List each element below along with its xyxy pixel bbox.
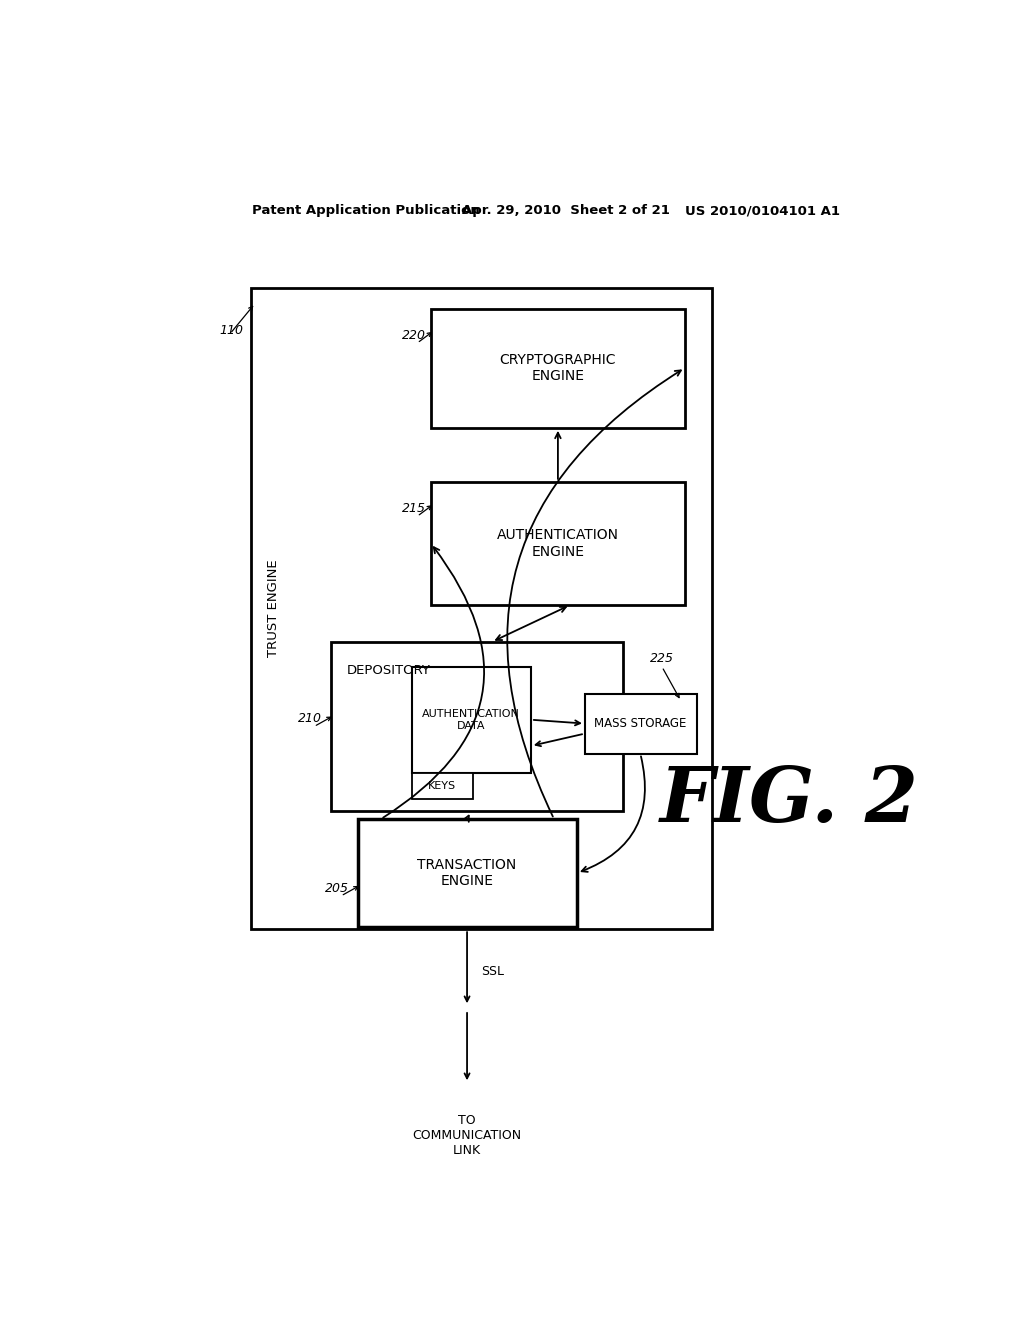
Text: 215: 215 xyxy=(401,502,426,515)
Text: 205: 205 xyxy=(326,882,349,895)
Bar xyxy=(331,642,624,812)
Text: 220: 220 xyxy=(401,329,426,342)
Text: Apr. 29, 2010  Sheet 2 of 21: Apr. 29, 2010 Sheet 2 of 21 xyxy=(462,205,670,218)
Bar xyxy=(431,309,685,428)
Text: FIG. 2: FIG. 2 xyxy=(659,764,919,838)
Text: TRUST ENGINE: TRUST ENGINE xyxy=(266,560,280,657)
Text: 210: 210 xyxy=(298,713,323,726)
Bar xyxy=(252,288,712,929)
Text: KEYS: KEYS xyxy=(428,781,457,791)
Text: Patent Application Publication: Patent Application Publication xyxy=(252,205,480,218)
Text: AUTHENTICATION
ENGINE: AUTHENTICATION ENGINE xyxy=(497,528,618,558)
Text: TRANSACTION
ENGINE: TRANSACTION ENGINE xyxy=(418,858,517,888)
Text: TO
COMMUNICATION
LINK: TO COMMUNICATION LINK xyxy=(413,1114,521,1156)
Bar xyxy=(357,818,578,927)
Bar xyxy=(412,774,473,799)
Text: 110: 110 xyxy=(219,323,243,337)
Bar xyxy=(412,667,531,774)
Text: MASS STORAGE: MASS STORAGE xyxy=(594,717,686,730)
Bar xyxy=(431,482,685,605)
Text: AUTHENTICATION
DATA: AUTHENTICATION DATA xyxy=(422,709,520,730)
Text: CRYPTOGRAPHIC
ENGINE: CRYPTOGRAPHIC ENGINE xyxy=(500,352,616,383)
Text: SSL: SSL xyxy=(481,965,504,978)
Text: 225: 225 xyxy=(650,652,675,665)
Bar xyxy=(585,693,696,754)
Text: US 2010/0104101 A1: US 2010/0104101 A1 xyxy=(685,205,840,218)
Text: DEPOSITORY: DEPOSITORY xyxy=(346,664,430,677)
